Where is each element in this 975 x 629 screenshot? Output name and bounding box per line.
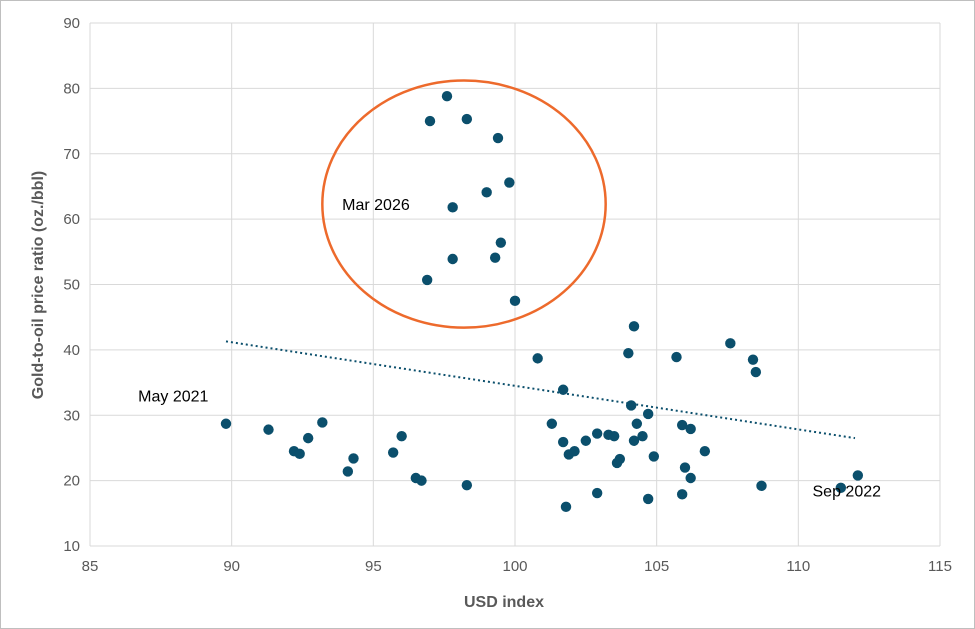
- data-point: [495, 237, 507, 248]
- data-point: [628, 321, 640, 332]
- data-point: [642, 408, 654, 420]
- data-point: [447, 253, 458, 265]
- x-tick-label: 90: [223, 558, 240, 575]
- data-point: [699, 446, 711, 457]
- data-point: [725, 338, 736, 349]
- x-axis-title: USD index: [464, 594, 544, 611]
- data-point: [492, 132, 504, 144]
- x-tick-label: 105: [644, 558, 669, 575]
- data-point: [348, 453, 359, 464]
- data-point: [504, 177, 515, 188]
- data-point: [461, 113, 473, 125]
- annotation-label: May 2021: [138, 389, 208, 406]
- data-point: [614, 453, 626, 465]
- y-tick-label: 10: [63, 538, 80, 555]
- data-point: [461, 480, 473, 491]
- data-point: [569, 446, 580, 457]
- x-tick-label: 95: [365, 558, 382, 575]
- data-point: [263, 424, 274, 435]
- data-point: [416, 475, 427, 486]
- data-point: [441, 91, 453, 102]
- trendline: [225, 340, 856, 440]
- data-point: [750, 366, 762, 378]
- data-point: [671, 351, 682, 363]
- data-point: [447, 202, 458, 213]
- data-point: [679, 462, 691, 473]
- data-point: [317, 417, 328, 428]
- y-tick-label: 90: [63, 15, 80, 32]
- y-tick-label: 50: [63, 277, 80, 294]
- y-tick-labels: 10 20 30 40 50 60 70 80 90: [63, 15, 80, 555]
- x-tick-label: 115: [928, 558, 952, 575]
- data-point: [685, 423, 696, 435]
- y-tick-label: 30: [63, 407, 80, 424]
- y-tick-label: 40: [63, 342, 80, 359]
- annotation-label: Mar 2026: [342, 197, 410, 214]
- x-tick-label: 100: [502, 558, 527, 575]
- trendline-group: [225, 340, 856, 440]
- data-point: [835, 482, 847, 494]
- data-point: [580, 435, 592, 446]
- data-point: [756, 480, 767, 492]
- x-tick-label: 110: [786, 558, 810, 575]
- data-point: [591, 428, 603, 439]
- highlight-group: [321, 79, 607, 329]
- data-point: [557, 436, 569, 448]
- data-point: [220, 418, 232, 429]
- data-point: [625, 400, 637, 411]
- data-point: [396, 430, 407, 442]
- data-point: [747, 354, 759, 365]
- data-point: [648, 451, 660, 462]
- y-tick-label: 80: [63, 80, 80, 97]
- data-point: [852, 470, 864, 481]
- data-point: [424, 115, 436, 127]
- data-point: [489, 252, 501, 263]
- data-point: [342, 466, 354, 477]
- annotation-label: Sep 2022: [813, 483, 882, 500]
- data-point: [560, 501, 572, 512]
- data-point: [509, 295, 521, 307]
- x-tick-label: 85: [82, 558, 99, 575]
- data-point: [685, 472, 696, 484]
- data-point: [676, 489, 688, 500]
- data-point: [546, 418, 558, 429]
- data-point: [294, 448, 305, 460]
- annotations: May 2021 Mar 2026 Sep 2022: [138, 197, 881, 500]
- data-point: [631, 418, 643, 429]
- data-point: [623, 347, 634, 359]
- data-point: [302, 432, 314, 444]
- highlight-ellipse: [321, 79, 607, 329]
- y-tick-label: 70: [63, 146, 80, 163]
- data-point: [676, 419, 688, 431]
- y-tick-label: 20: [63, 473, 80, 490]
- data-point: [642, 493, 654, 505]
- data-point: [532, 353, 543, 364]
- data-point: [628, 435, 640, 446]
- x-tick-labels: 85 90 95 100 105 110 115: [82, 558, 952, 575]
- data-point: [637, 430, 648, 442]
- y-axis-title: Gold-to-oil price ratio (oz./bbl): [30, 171, 47, 399]
- data-point: [591, 487, 603, 499]
- data-point: [421, 274, 433, 286]
- gridlines: [89, 22, 941, 547]
- data-point: [481, 187, 492, 198]
- data-points: [220, 91, 864, 512]
- data-point: [557, 384, 569, 395]
- data-point: [387, 447, 399, 458]
- data-point: [608, 430, 620, 442]
- y-tick-label: 60: [63, 211, 80, 228]
